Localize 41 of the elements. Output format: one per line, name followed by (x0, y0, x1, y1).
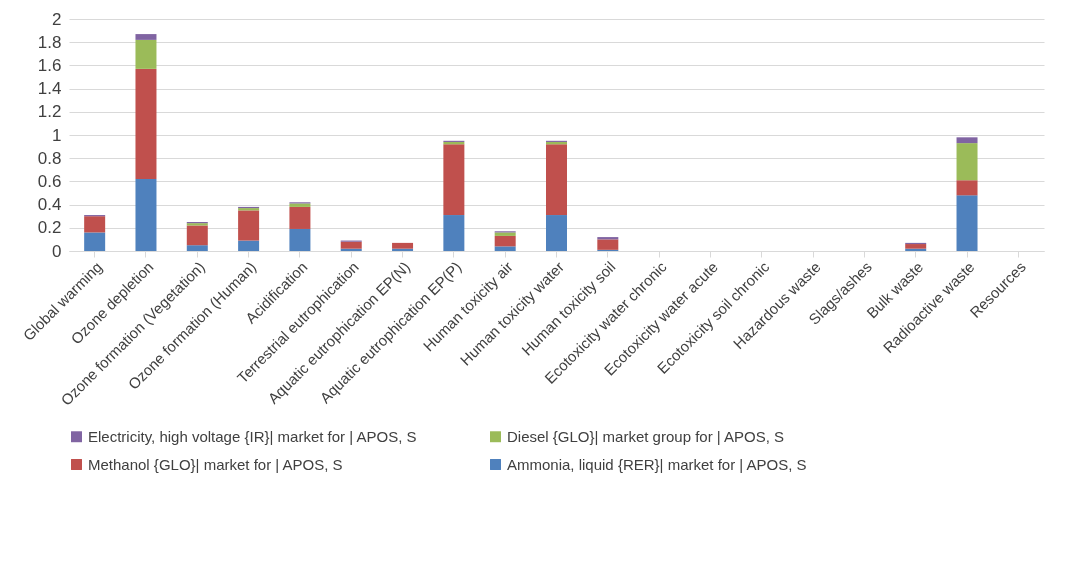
bar (905, 244, 927, 249)
bar (392, 242, 414, 249)
y-tick-label: 0.8 (37, 148, 62, 168)
bar (84, 232, 106, 251)
y-tick-label: 1.8 (37, 32, 62, 52)
legend-label: Electricity, high voltage {IR}| market for | APOS, S (88, 427, 417, 445)
bar (340, 241, 362, 249)
bar (956, 180, 978, 196)
y-tick-label: 1.4 (37, 79, 62, 99)
bar (546, 144, 567, 216)
bar (135, 34, 157, 40)
bar (186, 225, 208, 246)
bar (84, 216, 106, 233)
bar (135, 39, 157, 69)
bar (289, 228, 311, 251)
y-tick-label: 2 (52, 9, 62, 29)
y-tick-label: 0.6 (37, 171, 62, 191)
y-tick-label: 1 (52, 125, 62, 145)
bar (135, 179, 157, 251)
bar (494, 246, 516, 251)
legend-label: Ammonia, liquid {RER}| market for | APOS, S (507, 455, 807, 473)
bar (443, 215, 465, 251)
bar (546, 215, 567, 251)
legend-label: Methanol {GLO}| market for | APOS, S (88, 455, 343, 473)
y-tick-label: 0.2 (37, 218, 62, 238)
y-tick-label: 0.4 (37, 195, 62, 215)
bar (238, 210, 260, 241)
bar (289, 206, 311, 229)
legend-label: Diesel {GLO}| market group for | APOS, S (507, 427, 785, 445)
bar (135, 68, 157, 180)
bar (956, 143, 978, 181)
bar (238, 240, 260, 251)
y-tick-label: 1.6 (37, 55, 62, 75)
y-tick-label: 0 (52, 241, 62, 261)
y-tick-label: 1.2 (37, 102, 62, 122)
bar (597, 239, 619, 250)
bar (494, 235, 516, 247)
bar (956, 195, 978, 251)
bar (186, 245, 208, 251)
bar (956, 137, 978, 144)
bar (443, 144, 465, 216)
